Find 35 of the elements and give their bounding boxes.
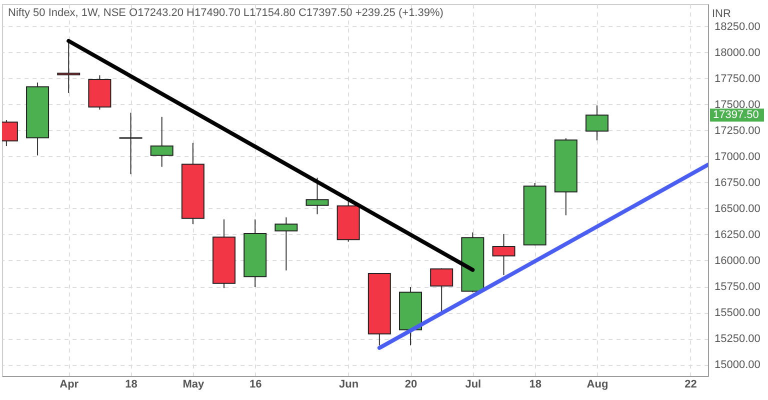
y-tick-label: 18250.00 — [714, 20, 760, 33]
x-tick-label: 22 — [684, 378, 697, 390]
candlestick — [150, 116, 174, 168]
y-tick-label: 17000.00 — [714, 150, 760, 163]
y-tick-label: 16250.00 — [714, 228, 760, 241]
y-tick-label: 15250.00 — [714, 333, 760, 346]
x-tick-label: Jun — [339, 378, 359, 390]
x-tick-label: May — [182, 378, 206, 390]
candlestick — [492, 233, 516, 276]
y-tick-label: 18000.00 — [714, 46, 760, 59]
candlestick — [430, 268, 454, 312]
y-tick-label: 15750.00 — [714, 281, 760, 294]
y-tick-label: 17500.00 — [714, 98, 760, 111]
x-tick-label: 18 — [529, 378, 542, 390]
x-tick-label: 18 — [125, 378, 138, 390]
y-tick-label: 15000.00 — [714, 359, 760, 372]
y-tick-label: 16000.00 — [714, 255, 760, 267]
x-tick-label: 20 — [404, 378, 418, 390]
y-tick-label: 16750.00 — [714, 176, 760, 189]
x-tick-label: Jul — [465, 378, 482, 390]
candlestick — [119, 112, 142, 175]
y-axis-title: INR — [712, 8, 731, 20]
y-tick-label: 17750.00 — [714, 72, 760, 85]
candlestick — [306, 177, 329, 215]
text: 17397.50 — [713, 109, 759, 122]
candlestick — [274, 216, 298, 271]
x-tick-label: 16 — [249, 378, 262, 390]
chart-title: Nifty 50 Index, 1W, NSE O17243.20 H17490.70 L17154.80 C17397.50 +239.25 (+1.39%) — [8, 7, 444, 19]
y-tick-label: 16500.00 — [714, 202, 760, 215]
x-tick-label: Aug — [586, 378, 608, 390]
y-tick-label: 17250.00 — [714, 124, 760, 137]
candlestick — [57, 40, 80, 94]
x-tick-label: Apr — [60, 378, 80, 390]
candlestick — [585, 104, 608, 141]
y-tick-label: 15500.00 — [714, 307, 760, 320]
